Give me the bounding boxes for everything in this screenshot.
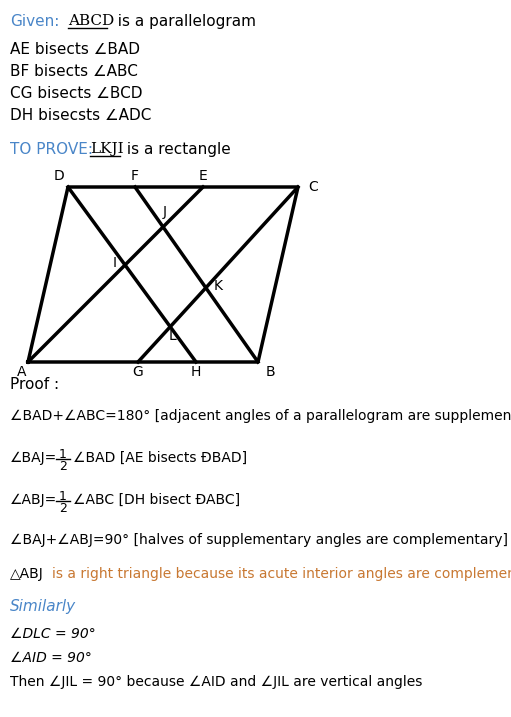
Text: ∠ABJ=: ∠ABJ= [10, 493, 57, 507]
Text: Similarly: Similarly [10, 599, 76, 614]
Text: ∠ABC [DH bisect ÐABC]: ∠ABC [DH bisect ÐABC] [73, 493, 240, 507]
Text: AE bisects ∠BAD: AE bisects ∠BAD [10, 42, 140, 57]
Text: DH bisecsts ∠ADC: DH bisecsts ∠ADC [10, 108, 151, 123]
Text: LKJI: LKJI [90, 142, 124, 156]
Text: is a parallelogram: is a parallelogram [108, 14, 256, 29]
Text: C: C [308, 180, 318, 194]
Text: ∠BAJ=: ∠BAJ= [10, 451, 57, 465]
Text: 2: 2 [59, 460, 67, 473]
Text: D: D [53, 169, 64, 183]
Text: 2: 2 [59, 502, 67, 515]
Text: A: A [17, 365, 27, 379]
Text: 1: 1 [59, 490, 67, 503]
Text: E: E [199, 169, 207, 183]
Text: is a right triangle because its acute interior angles are complementary.: is a right triangle because its acute in… [52, 567, 511, 581]
Text: Then ∠JIL = 90° because ∠AID and ∠JIL are vertical angles: Then ∠JIL = 90° because ∠AID and ∠JIL ar… [10, 675, 423, 689]
Text: is a rectangle: is a rectangle [122, 142, 231, 157]
Text: H: H [191, 365, 201, 379]
Text: ∠AID = 90°: ∠AID = 90° [10, 651, 92, 665]
Text: ABCD: ABCD [68, 14, 114, 28]
Text: CG bisects ∠BCD: CG bisects ∠BCD [10, 86, 143, 101]
Text: B: B [266, 365, 275, 379]
Text: ∠BAJ+∠ABJ=90° [halves of supplementary angles are complementary]: ∠BAJ+∠ABJ=90° [halves of supplementary a… [10, 533, 508, 547]
Text: L: L [168, 329, 176, 343]
Text: ∠BAD+∠ABC=180° [adjacent angles of a parallelogram are supplementary]: ∠BAD+∠ABC=180° [adjacent angles of a par… [10, 409, 511, 423]
Text: ∠DLC = 90°: ∠DLC = 90° [10, 627, 96, 641]
Text: TO PROVE:: TO PROVE: [10, 142, 93, 157]
Text: 1: 1 [59, 448, 67, 461]
Text: I: I [113, 256, 117, 270]
Text: J: J [163, 205, 167, 219]
Text: BF bisects ∠ABC: BF bisects ∠ABC [10, 64, 138, 79]
Text: ∠BAD [AE bisects ÐBAD]: ∠BAD [AE bisects ÐBAD] [73, 451, 247, 465]
Text: Given:: Given: [10, 14, 59, 29]
Text: F: F [131, 169, 139, 183]
Text: K: K [214, 279, 223, 293]
Text: Proof :: Proof : [10, 377, 59, 392]
Text: △ABJ: △ABJ [10, 567, 44, 581]
Text: G: G [133, 365, 144, 379]
